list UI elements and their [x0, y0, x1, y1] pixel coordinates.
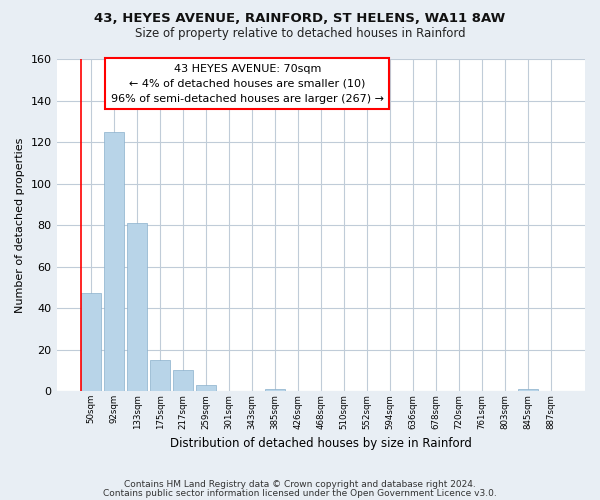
Bar [104, 132, 124, 391]
Bar [265, 389, 285, 391]
Text: 43, HEYES AVENUE, RAINFORD, ST HELENS, WA11 8AW: 43, HEYES AVENUE, RAINFORD, ST HELENS, W… [94, 12, 506, 26]
Bar [196, 385, 216, 391]
Bar [518, 389, 538, 391]
Bar [81, 294, 101, 391]
Bar [150, 360, 170, 391]
Text: Contains public sector information licensed under the Open Government Licence v3: Contains public sector information licen… [103, 488, 497, 498]
Text: Contains HM Land Registry data © Crown copyright and database right 2024.: Contains HM Land Registry data © Crown c… [124, 480, 476, 489]
Text: 43 HEYES AVENUE: 70sqm
← 4% of detached houses are smaller (10)
96% of semi-deta: 43 HEYES AVENUE: 70sqm ← 4% of detached … [111, 64, 384, 104]
Bar [127, 223, 147, 391]
Text: Size of property relative to detached houses in Rainford: Size of property relative to detached ho… [134, 28, 466, 40]
Bar [173, 370, 193, 391]
Y-axis label: Number of detached properties: Number of detached properties [15, 138, 25, 312]
X-axis label: Distribution of detached houses by size in Rainford: Distribution of detached houses by size … [170, 437, 472, 450]
